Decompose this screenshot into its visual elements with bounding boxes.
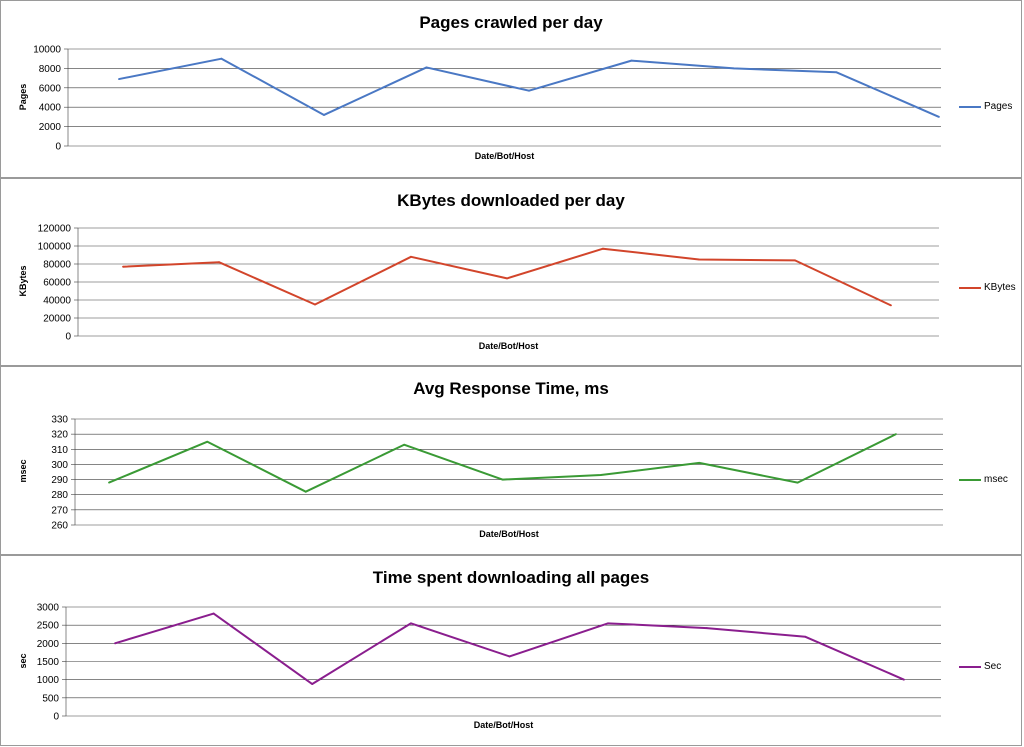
y-tick-label: 260 xyxy=(51,521,68,532)
y-tick-label: 3000 xyxy=(37,603,60,614)
data-point xyxy=(425,66,428,69)
y-axis-label: msec xyxy=(18,459,28,483)
data-point xyxy=(903,678,905,681)
data-point xyxy=(938,116,940,118)
data-point xyxy=(796,481,799,484)
chart-plot: 0 2000 4000 6000 8000 10000 xyxy=(33,45,941,153)
data-point xyxy=(602,247,604,250)
legend-label: Sec xyxy=(984,661,1002,672)
y-tick-label: 320 xyxy=(51,430,68,441)
chart-title: Pages crawled per day xyxy=(419,13,603,32)
data-point xyxy=(323,114,325,116)
data-point xyxy=(804,635,807,638)
data-point xyxy=(206,440,209,443)
series-line xyxy=(122,247,892,307)
y-axis-label: Pages xyxy=(18,83,28,110)
data-point xyxy=(506,277,508,280)
y-tick-label: 0 xyxy=(53,712,59,723)
data-point xyxy=(218,261,220,264)
data-point xyxy=(212,612,215,615)
chart-title: Time spent downloading all pages xyxy=(372,568,650,587)
y-tick-label: 290 xyxy=(51,475,68,486)
x-axis-label: Date/Bot/Host xyxy=(474,151,535,161)
chart-panel: KBytes downloaded per day 0 20000 40000 6000… xyxy=(0,178,1022,366)
y-tick-label: 500 xyxy=(42,693,59,704)
y-tick-label: 4000 xyxy=(39,103,62,114)
y-tick-label: 8000 xyxy=(39,64,62,75)
legend-swatch xyxy=(959,286,981,289)
data-point xyxy=(108,481,110,484)
data-point xyxy=(114,642,116,645)
chart-panel: Avg Response Time, ms 260 270 280 290 300 310 3… xyxy=(0,366,1022,555)
legend-item: Pages xyxy=(959,101,1012,112)
y-tick-label: 100000 xyxy=(38,242,72,253)
data-point xyxy=(705,627,708,629)
series-line xyxy=(114,612,905,686)
y-tick-label: 40000 xyxy=(43,296,71,307)
data-point xyxy=(794,259,796,262)
legend-swatch xyxy=(959,105,981,108)
data-point xyxy=(895,433,897,436)
legend-label: msec xyxy=(984,474,1008,485)
data-point xyxy=(733,67,735,70)
y-tick-label: 1000 xyxy=(37,675,60,686)
y-tick-label: 0 xyxy=(65,332,71,343)
data-point xyxy=(630,59,633,62)
chart-panel: Pages crawled per day 0 2000 4000 6000 8000 10… xyxy=(0,0,1022,178)
data-point xyxy=(508,655,511,658)
y-tick-label: 1500 xyxy=(37,657,60,668)
y-tick-label: 2000 xyxy=(39,122,62,133)
y-tick-label: 80000 xyxy=(43,260,71,271)
data-point xyxy=(403,443,406,446)
y-tick-label: 270 xyxy=(51,505,68,516)
legend-label: Pages xyxy=(984,101,1013,112)
legend-swatch xyxy=(959,478,981,481)
chart-plot: 260 270 280 290 300 310 320 330 xyxy=(51,415,943,532)
y-axis-label: KBytes xyxy=(18,265,28,297)
y-tick-label: 120000 xyxy=(38,224,72,235)
y-axis-label: sec xyxy=(18,652,28,669)
data-point xyxy=(528,89,530,92)
legend-item: Sec xyxy=(959,661,1001,672)
data-point xyxy=(409,622,412,625)
data-point xyxy=(890,304,892,307)
data-point xyxy=(220,57,223,60)
chart-title: Avg Response Time, ms xyxy=(413,379,609,398)
legend-label: KBytes xyxy=(984,282,1016,293)
data-point xyxy=(607,622,610,625)
y-tick-label: 300 xyxy=(51,460,68,471)
y-tick-label: 0 xyxy=(55,142,61,153)
y-tick-label: 10000 xyxy=(33,45,61,56)
data-point xyxy=(410,255,412,258)
y-tick-label: 20000 xyxy=(43,314,71,325)
data-point xyxy=(311,683,314,685)
data-point xyxy=(304,490,307,493)
y-tick-label: 310 xyxy=(51,445,68,456)
legend-swatch xyxy=(959,665,981,668)
data-point xyxy=(314,303,316,306)
chart-panel: Time spent downloading all pages 0 500 1000… xyxy=(0,555,1022,746)
x-axis-label: Date/Bot/Host xyxy=(479,529,539,539)
y-tick-label: 330 xyxy=(51,415,68,426)
data-point xyxy=(599,474,602,476)
data-point xyxy=(835,71,838,74)
y-tick-label: 2000 xyxy=(37,639,60,650)
data-point xyxy=(698,462,701,464)
y-tick-label: 280 xyxy=(51,490,68,501)
data-point xyxy=(122,265,124,268)
y-tick-label: 6000 xyxy=(39,83,62,94)
chart-plot: 0 500 1000 1500 2000 2500 3000 xyxy=(37,603,941,723)
data-point xyxy=(501,478,504,481)
chart-title: KBytes downloaded per day xyxy=(397,191,625,210)
data-point xyxy=(118,78,120,80)
series-line xyxy=(108,433,897,493)
data-point xyxy=(698,258,700,261)
x-axis-label: Date/Bot/Host xyxy=(473,720,534,730)
y-tick-label: 60000 xyxy=(43,278,71,289)
legend-item: KBytes xyxy=(959,282,1016,293)
y-tick-label: 2500 xyxy=(37,621,60,632)
x-axis-label: Date/Bot/Host xyxy=(478,341,539,351)
chart-plot: 0 20000 40000 60000 80000 100000 120000 xyxy=(38,224,939,343)
legend-item: msec xyxy=(959,474,1008,485)
